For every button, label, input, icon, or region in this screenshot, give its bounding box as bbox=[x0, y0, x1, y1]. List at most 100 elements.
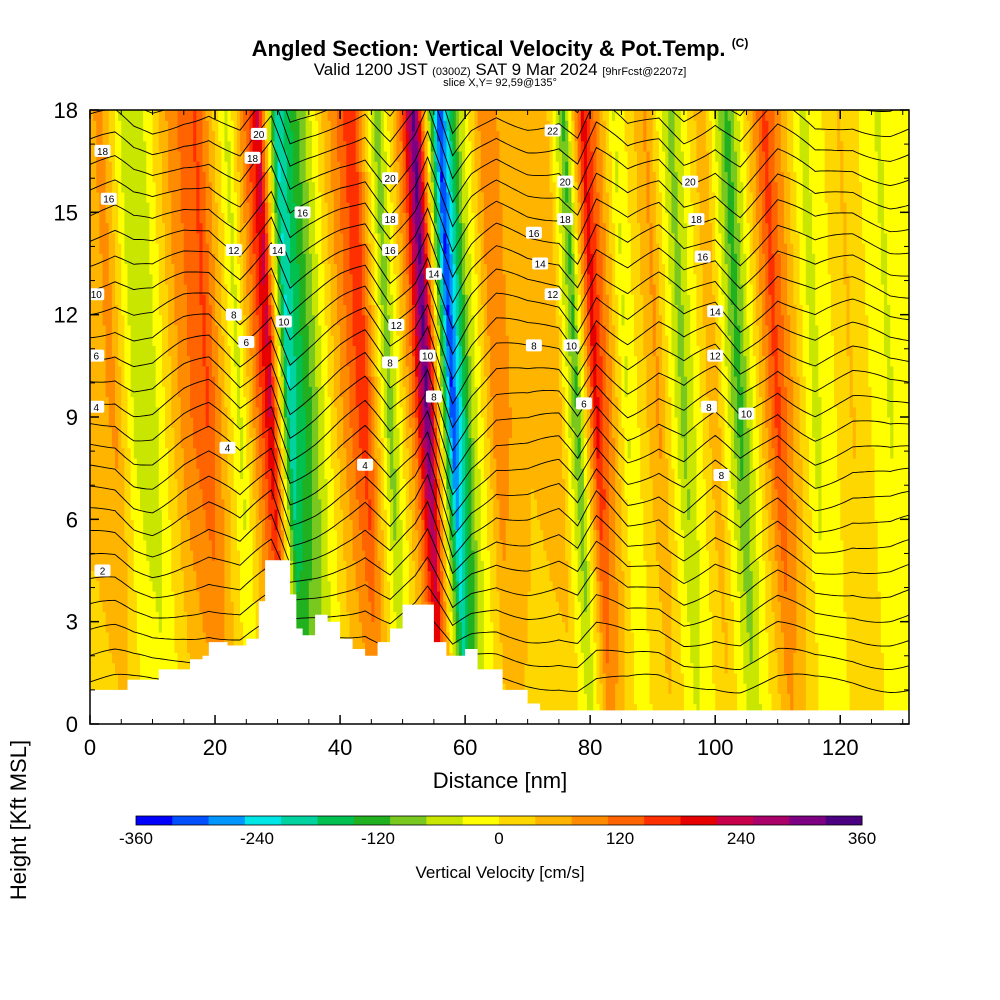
velocity-cell bbox=[136, 652, 141, 664]
velocity-cell bbox=[211, 570, 216, 582]
velocity-cell bbox=[108, 580, 113, 592]
velocity-cell bbox=[521, 529, 526, 541]
velocity-cell bbox=[133, 621, 138, 633]
velocity-cell bbox=[890, 642, 894, 653]
velocity-cell bbox=[465, 580, 469, 592]
velocity-cell bbox=[740, 550, 744, 561]
velocity-cell bbox=[243, 550, 247, 561]
velocity-cell bbox=[746, 580, 751, 592]
velocity-cell bbox=[477, 560, 482, 572]
velocity-cell bbox=[402, 590, 407, 602]
velocity-cell bbox=[221, 631, 226, 643]
velocity-cell bbox=[436, 601, 441, 613]
velocity-cell bbox=[752, 693, 757, 705]
velocity-cell bbox=[615, 560, 619, 572]
velocity-cell bbox=[627, 642, 632, 653]
velocity-cell bbox=[549, 693, 554, 705]
velocity-cell bbox=[837, 683, 841, 694]
velocity-cell bbox=[690, 703, 694, 715]
velocity-cell bbox=[449, 570, 454, 582]
velocity-cell bbox=[743, 601, 748, 613]
velocity-cell bbox=[286, 539, 291, 551]
velocity-cell bbox=[727, 611, 732, 623]
velocity-cell bbox=[177, 590, 182, 602]
velocity-cell bbox=[568, 672, 572, 684]
velocity-cell bbox=[596, 642, 601, 653]
velocity-cell bbox=[224, 601, 229, 613]
velocity-cell bbox=[540, 642, 544, 653]
velocity-cell bbox=[527, 590, 532, 602]
velocity-cell bbox=[705, 529, 710, 541]
velocity-cell bbox=[790, 580, 794, 592]
velocity-cell bbox=[540, 621, 544, 633]
velocity-cell bbox=[802, 550, 807, 561]
velocity-cell bbox=[477, 590, 482, 602]
velocity-cell bbox=[780, 560, 785, 572]
velocity-cell bbox=[627, 550, 632, 561]
velocity-cell bbox=[871, 570, 876, 582]
velocity-cell bbox=[627, 662, 632, 674]
velocity-cell bbox=[612, 631, 616, 643]
velocity-cell bbox=[696, 652, 701, 664]
velocity-cell bbox=[643, 672, 648, 684]
velocity-cell bbox=[458, 539, 463, 551]
velocity-cell bbox=[627, 621, 632, 633]
velocity-cell bbox=[655, 693, 660, 705]
velocity-cell bbox=[361, 611, 366, 623]
velocity-cell bbox=[637, 570, 641, 582]
velocity-cell bbox=[546, 550, 551, 561]
velocity-cell bbox=[377, 611, 382, 623]
velocity-cell bbox=[461, 570, 466, 582]
velocity-cell bbox=[740, 642, 744, 653]
velocity-cell bbox=[818, 631, 823, 643]
velocity-cell bbox=[124, 580, 129, 592]
velocity-cell bbox=[699, 672, 704, 684]
velocity-cell bbox=[127, 611, 132, 623]
velocity-cell bbox=[552, 580, 557, 592]
velocity-cell bbox=[346, 550, 351, 561]
velocity-cell bbox=[833, 570, 838, 582]
velocity-cell bbox=[530, 631, 535, 643]
velocity-cell bbox=[637, 652, 641, 664]
velocity-cell bbox=[386, 611, 391, 623]
velocity-cell bbox=[580, 570, 585, 582]
velocity-cell bbox=[790, 703, 794, 715]
velocity-cell bbox=[327, 601, 332, 613]
velocity-cell bbox=[812, 560, 816, 572]
velocity-cell bbox=[655, 683, 660, 694]
velocity-cell bbox=[724, 672, 729, 684]
velocity-cell bbox=[883, 580, 888, 592]
velocity-cell bbox=[677, 703, 682, 715]
velocity-cell bbox=[890, 621, 894, 633]
velocity-cell bbox=[718, 539, 723, 551]
velocity-cell bbox=[855, 611, 860, 623]
velocity-cell bbox=[787, 550, 791, 561]
velocity-cell bbox=[812, 621, 816, 633]
velocity-cell bbox=[737, 703, 741, 715]
velocity-cell bbox=[827, 621, 832, 633]
velocity-cell bbox=[783, 570, 788, 582]
velocity-cell bbox=[305, 580, 310, 592]
velocity-cell bbox=[593, 672, 598, 684]
velocity-cell bbox=[196, 560, 201, 572]
velocity-cell bbox=[718, 550, 723, 561]
velocity-cell bbox=[618, 642, 623, 653]
velocity-cell bbox=[433, 539, 438, 551]
velocity-cell bbox=[577, 529, 582, 541]
velocity-cell bbox=[662, 652, 666, 664]
velocity-cell bbox=[90, 560, 94, 572]
velocity-cell bbox=[180, 529, 185, 541]
velocity-cell bbox=[752, 529, 757, 541]
velocity-cell bbox=[852, 601, 857, 613]
velocity-cell bbox=[252, 621, 257, 633]
velocity-cell bbox=[371, 621, 376, 633]
velocity-cell bbox=[183, 529, 188, 541]
velocity-cell bbox=[236, 631, 241, 643]
velocity-cell bbox=[133, 529, 138, 541]
velocity-cell bbox=[136, 539, 141, 551]
velocity-cell bbox=[880, 642, 885, 653]
velocity-cell bbox=[111, 529, 116, 541]
velocity-cell bbox=[905, 601, 909, 613]
velocity-cell bbox=[549, 570, 554, 582]
velocity-cell bbox=[183, 560, 188, 572]
